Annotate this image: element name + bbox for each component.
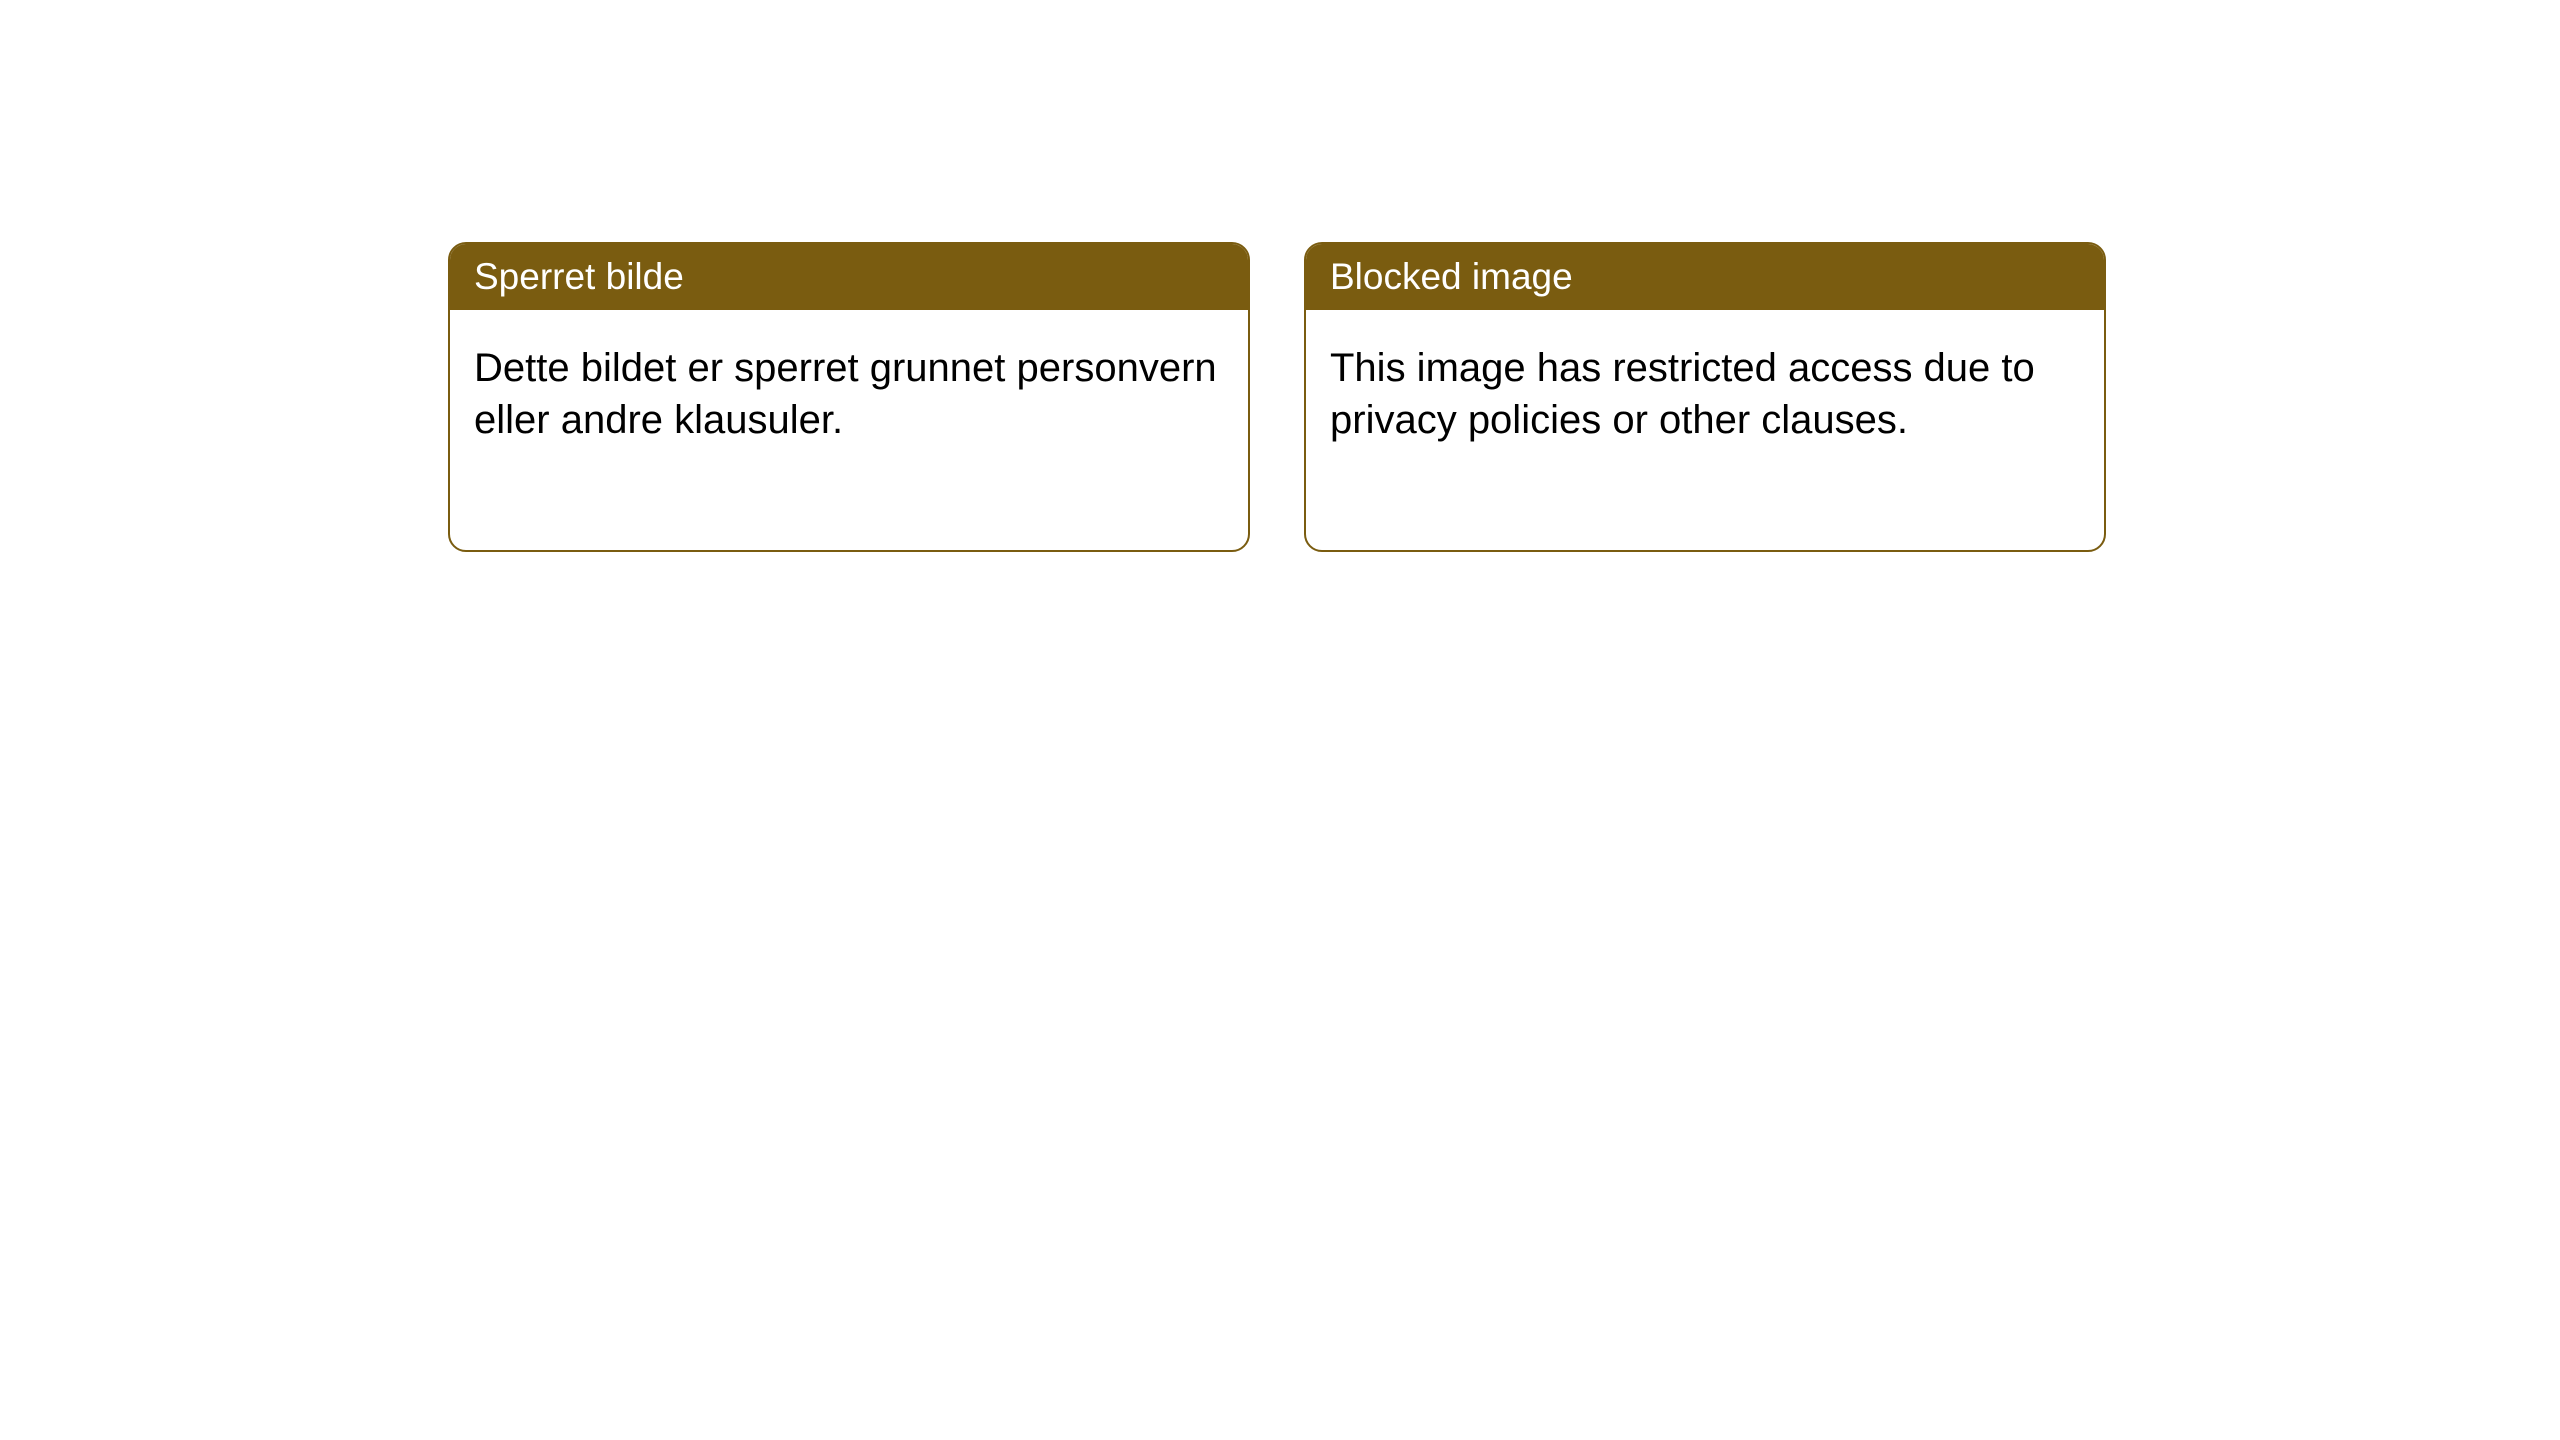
notice-title: Sperret bilde	[474, 256, 684, 297]
notice-header-english: Blocked image	[1306, 244, 2104, 310]
notice-header-norwegian: Sperret bilde	[450, 244, 1248, 310]
notice-body-norwegian: Dette bildet er sperret grunnet personve…	[450, 310, 1248, 550]
notice-text: This image has restricted access due to …	[1330, 346, 2035, 442]
notice-container: Sperret bilde Dette bildet er sperret gr…	[448, 242, 2106, 552]
notice-title: Blocked image	[1330, 256, 1573, 297]
notice-text: Dette bildet er sperret grunnet personve…	[474, 346, 1217, 442]
notice-card-english: Blocked image This image has restricted …	[1304, 242, 2106, 552]
notice-card-norwegian: Sperret bilde Dette bildet er sperret gr…	[448, 242, 1250, 552]
notice-body-english: This image has restricted access due to …	[1306, 310, 2104, 550]
